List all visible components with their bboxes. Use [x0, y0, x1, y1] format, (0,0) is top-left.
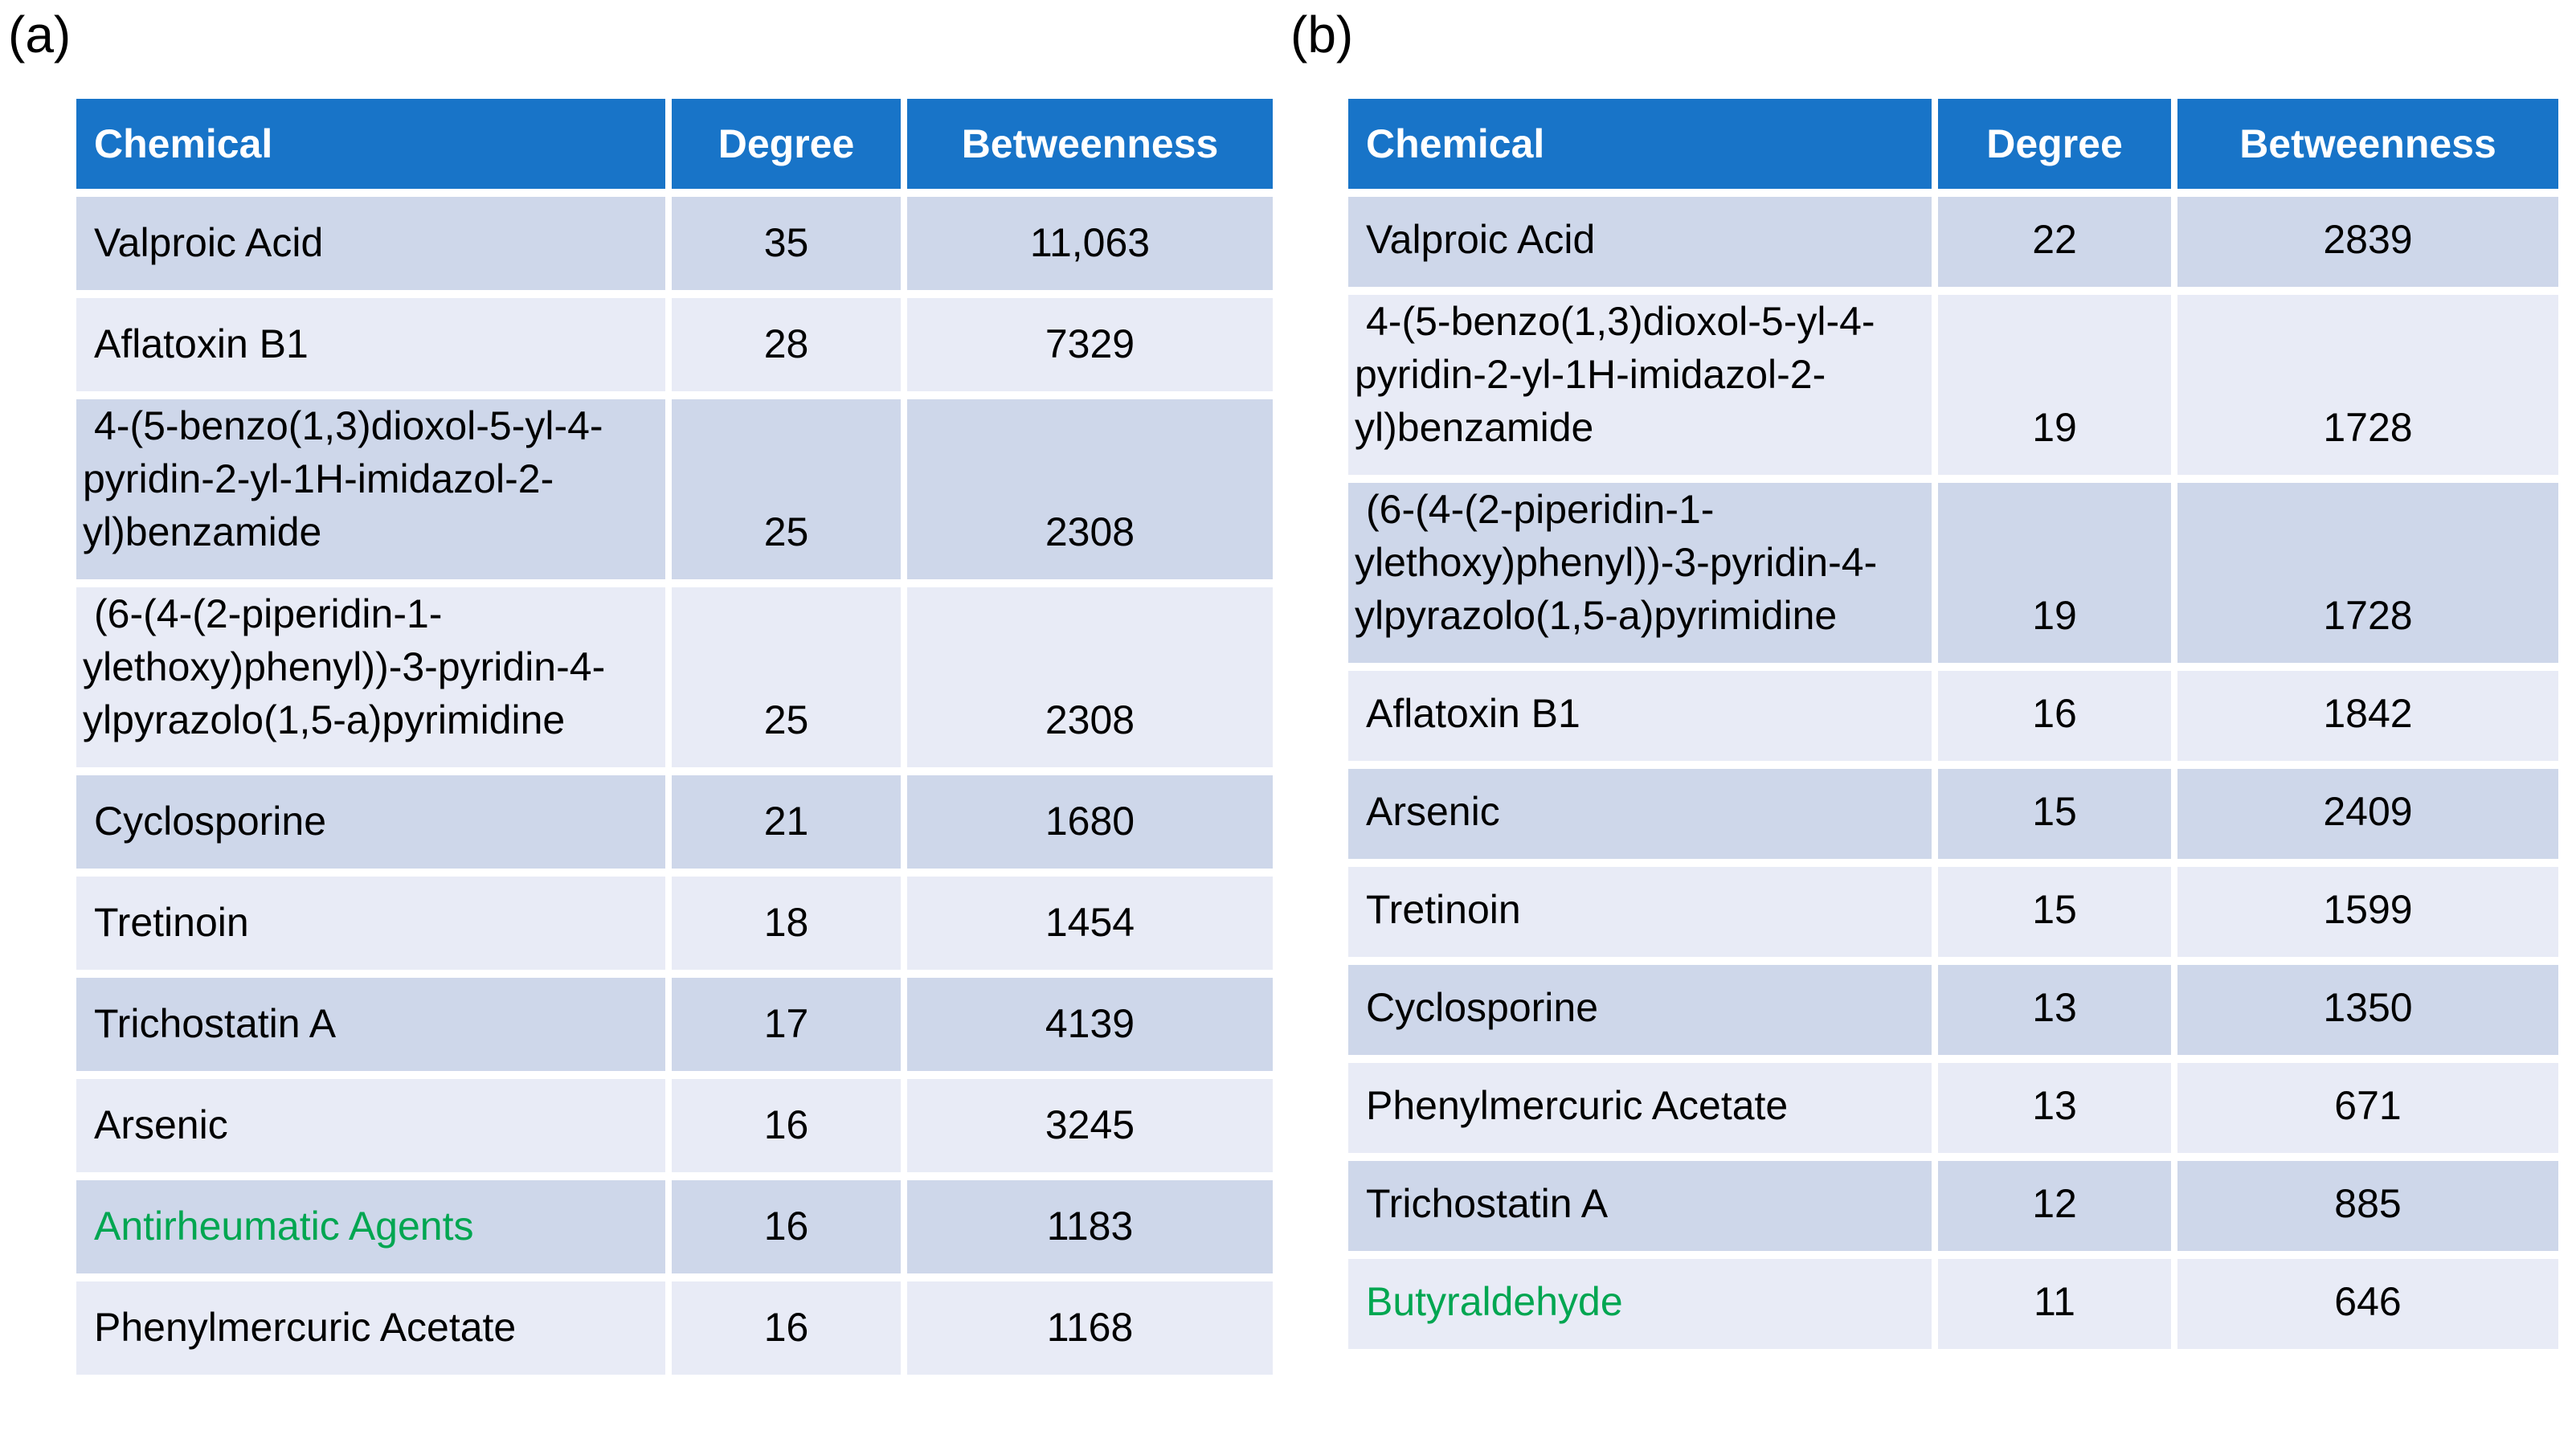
cell-degree: 25	[672, 399, 901, 579]
cell-chemical: Aflatoxin B1	[76, 298, 665, 391]
table-row: 4-(5-benzo(1,3)dioxol-5-yl-4-pyridin-2-y…	[1348, 295, 2558, 475]
header-row: Chemical Degree Betweenness	[1348, 99, 2558, 189]
panel-b-tbody: Valproic Acid 22 2839 4-(5-benzo(1,3)dioxol…	[1348, 197, 2558, 1349]
table-row: Phenylmercuric Acetate 13 671	[1348, 1063, 2558, 1153]
cell-degree: 35	[672, 197, 901, 290]
cell-degree: 17	[672, 978, 901, 1071]
cell-chemical: Valproic Acid	[1348, 197, 1932, 287]
cell-chemical: (6-(4-(2-piperidin-1-ylethoxy)phenyl))-3…	[76, 587, 665, 767]
table-row: Butyraldehyde 11 646	[1348, 1259, 2558, 1349]
cell-chemical: Cyclosporine	[1348, 965, 1932, 1055]
panel-b-header: Chemical Degree Betweenness	[1348, 99, 2558, 189]
cell-degree: 22	[1938, 197, 2171, 287]
panel-b-table: Chemical Degree Betweenness Valproic Aci…	[1342, 91, 2565, 1357]
cell-betweenness: 2308	[907, 399, 1273, 579]
cell-chemical: 4-(5-benzo(1,3)dioxol-5-yl-4-pyridin-2-y…	[1348, 295, 1932, 475]
cell-betweenness: 1728	[2177, 483, 2558, 663]
cell-degree: 16	[1938, 671, 2171, 761]
cell-betweenness: 1728	[2177, 295, 2558, 475]
table-row: Phenylmercuric Acetate 16 1168	[76, 1281, 1273, 1375]
cell-chemical: Tretinoin	[76, 877, 665, 970]
column-header-degree: Degree	[1938, 99, 2171, 189]
panel-a-header: Chemical Degree Betweenness	[76, 99, 1273, 189]
cell-betweenness: 1842	[2177, 671, 2558, 761]
cell-chemical: Arsenic	[76, 1079, 665, 1172]
cell-betweenness: 1168	[907, 1281, 1273, 1375]
table-row: 4-(5-benzo(1,3)dioxol-5-yl-4-pyridin-2-y…	[76, 399, 1273, 579]
cell-chemical: Arsenic	[1348, 769, 1932, 859]
column-header-chemical: Chemical	[76, 99, 665, 189]
panel-b-label: (b)	[1290, 6, 1354, 63]
cell-betweenness: 4139	[907, 978, 1273, 1071]
table-row: Aflatoxin B1 16 1842	[1348, 671, 2558, 761]
cell-chemical: Trichostatin A	[1348, 1161, 1932, 1251]
column-header-degree: Degree	[672, 99, 901, 189]
cell-degree: 15	[1938, 867, 2171, 957]
cell-betweenness: 2839	[2177, 197, 2558, 287]
cell-chemical: Butyraldehyde	[1348, 1259, 1932, 1349]
cell-betweenness: 7329	[907, 298, 1273, 391]
cell-betweenness: 2308	[907, 587, 1273, 767]
cell-betweenness: 885	[2177, 1161, 2558, 1251]
cell-degree: 21	[672, 775, 901, 869]
table-row: Valproic Acid 22 2839	[1348, 197, 2558, 287]
cell-degree: 13	[1938, 965, 2171, 1055]
cell-betweenness: 1680	[907, 775, 1273, 869]
cell-chemical: 4-(5-benzo(1,3)dioxol-5-yl-4-pyridin-2-y…	[76, 399, 665, 579]
cell-betweenness: 671	[2177, 1063, 2558, 1153]
cell-chemical: Trichostatin A	[76, 978, 665, 1071]
cell-chemical: Antirheumatic Agents	[76, 1180, 665, 1273]
table-row: Arsenic 15 2409	[1348, 769, 2558, 859]
table-row: (6-(4-(2-piperidin-1-ylethoxy)phenyl))-3…	[1348, 483, 2558, 663]
cell-degree: 13	[1938, 1063, 2171, 1153]
panel-a-table: Chemical Degree Betweenness Valproic Aci…	[70, 91, 1279, 1383]
table-row: Valproic Acid 35 11,063	[76, 197, 1273, 290]
cell-betweenness: 3245	[907, 1079, 1273, 1172]
cell-chemical: Cyclosporine	[76, 775, 665, 869]
panel-a-tbody: Valproic Acid 35 11,063 Aflatoxin B1 28 7329 4…	[76, 197, 1273, 1375]
cell-chemical: Phenylmercuric Acetate	[1348, 1063, 1932, 1153]
cell-betweenness: 11,063	[907, 197, 1273, 290]
cell-degree: 18	[672, 877, 901, 970]
table-row: Trichostatin A 12 885	[1348, 1161, 2558, 1251]
cell-degree: 15	[1938, 769, 2171, 859]
cell-degree: 16	[672, 1281, 901, 1375]
column-header-betweenness: Betweenness	[2177, 99, 2558, 189]
cell-degree: 11	[1938, 1259, 2171, 1349]
cell-betweenness: 1183	[907, 1180, 1273, 1273]
panel-a-label: (a)	[8, 6, 72, 63]
cell-degree: 19	[1938, 295, 2171, 475]
table-row: Aflatoxin B1 28 7329	[76, 298, 1273, 391]
table-row: (6-(4-(2-piperidin-1-ylethoxy)phenyl))-3…	[76, 587, 1273, 767]
header-row: Chemical Degree Betweenness	[76, 99, 1273, 189]
cell-degree: 16	[672, 1079, 901, 1172]
cell-degree: 12	[1938, 1161, 2171, 1251]
cell-betweenness: 2409	[2177, 769, 2558, 859]
cell-betweenness: 1454	[907, 877, 1273, 970]
cell-chemical: (6-(4-(2-piperidin-1-ylethoxy)phenyl))-3…	[1348, 483, 1932, 663]
column-header-betweenness: Betweenness	[907, 99, 1273, 189]
table-row: Cyclosporine 13 1350	[1348, 965, 2558, 1055]
table-row: Tretinoin 15 1599	[1348, 867, 2558, 957]
cell-degree: 16	[672, 1180, 901, 1273]
table-row: Antirheumatic Agents 16 1183	[76, 1180, 1273, 1273]
cell-degree: 19	[1938, 483, 2171, 663]
table-row: Arsenic 16 3245	[76, 1079, 1273, 1172]
cell-degree: 25	[672, 587, 901, 767]
table-row: Trichostatin A 17 4139	[76, 978, 1273, 1071]
cell-betweenness: 1350	[2177, 965, 2558, 1055]
cell-chemical: Aflatoxin B1	[1348, 671, 1932, 761]
cell-chemical: Tretinoin	[1348, 867, 1932, 957]
cell-betweenness: 646	[2177, 1259, 2558, 1349]
table-row: Tretinoin 18 1454	[76, 877, 1273, 970]
cell-chemical: Phenylmercuric Acetate	[76, 1281, 665, 1375]
cell-degree: 28	[672, 298, 901, 391]
column-header-chemical: Chemical	[1348, 99, 1932, 189]
cell-betweenness: 1599	[2177, 867, 2558, 957]
cell-chemical: Valproic Acid	[76, 197, 665, 290]
table-row: Cyclosporine 21 1680	[76, 775, 1273, 869]
